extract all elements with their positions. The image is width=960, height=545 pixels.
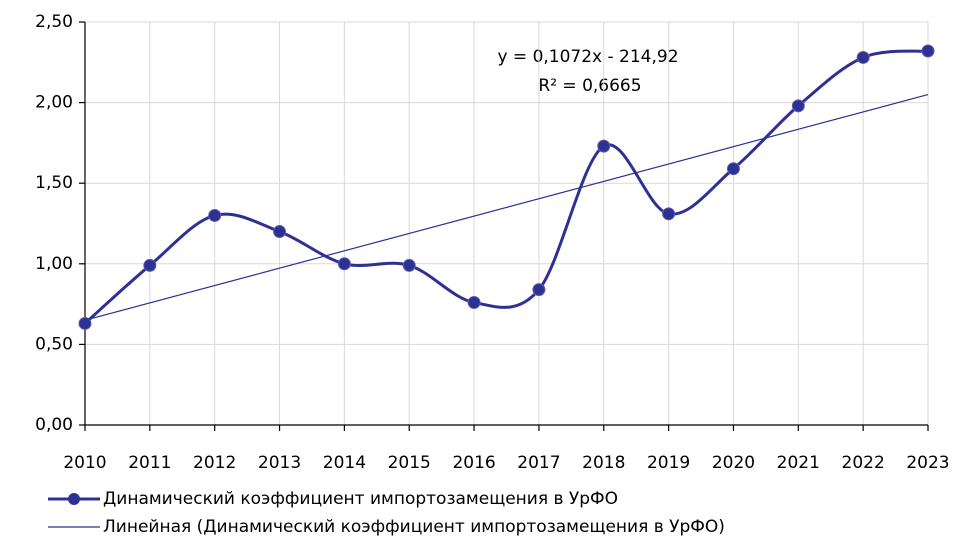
trend-r-squared: R² = 0,6665 [538,76,641,96]
legend-marker [68,493,80,505]
x-tick-label: 2015 [388,453,431,473]
x-tick-label: 2018 [582,453,625,473]
x-tick-label: 2012 [193,453,236,473]
y-tick-label: 1,50 [35,173,73,193]
x-tick-label: 2010 [63,453,106,473]
trend-equation: y = 0,1072x - 214,92 [497,47,678,67]
data-line [83,49,929,325]
x-tick-label: 2020 [712,453,755,473]
data-point [208,208,222,222]
data-point [273,225,287,239]
data-point [467,295,481,309]
y-tick-label: 1,00 [35,254,73,274]
data-point [597,139,611,153]
data-point [662,207,676,221]
trend-line [84,93,929,321]
legend-label: Линейная (Динамический коэффициент импор… [103,517,725,537]
x-tick-label: 2023 [906,453,949,473]
x-tick-label: 2011 [128,453,171,473]
data-point [791,99,805,113]
legend-label: Динамический коэффициент импортозамещени… [103,489,618,509]
x-tick-label: 2014 [323,453,366,473]
y-tick-label: 0,00 [35,415,73,435]
data-point [402,258,416,272]
x-tick-label: 2019 [647,453,690,473]
data-point [726,162,740,176]
data-point [143,258,157,272]
y-tick-label: 2,00 [35,93,73,113]
x-tick-label: 2021 [777,453,820,473]
y-tick-label: 2,50 [35,12,73,32]
x-tick-label: 2013 [258,453,301,473]
data-point [532,283,546,297]
data-point [856,50,870,64]
x-tick-label: 2022 [842,453,885,473]
data-point [921,44,935,58]
x-tick-label: 2016 [452,453,495,473]
x-tick-label: 2017 [517,453,560,473]
data-point [337,257,351,271]
y-tick-label: 0,50 [35,334,73,354]
data-point [78,316,92,330]
